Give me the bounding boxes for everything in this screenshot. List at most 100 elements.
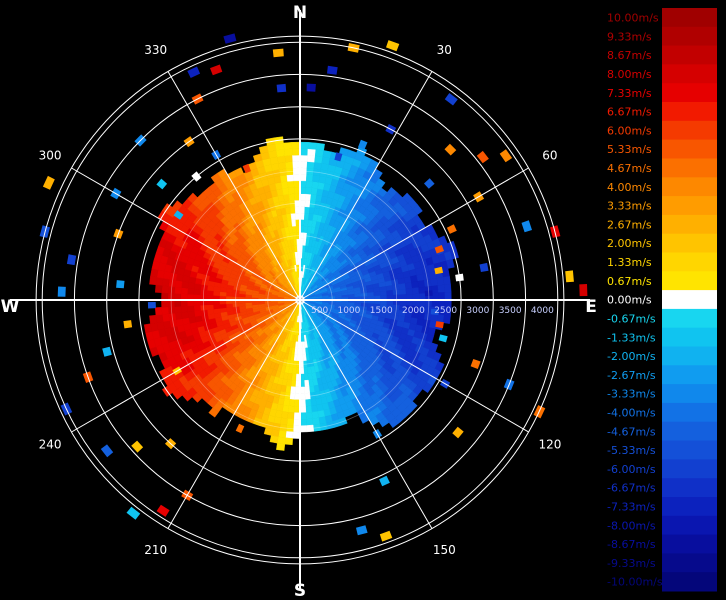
echo-cell <box>313 161 322 170</box>
scatter-cell <box>242 163 251 174</box>
scatter-cell <box>356 525 368 536</box>
scatter-cell <box>126 506 141 520</box>
range-label: 2000 <box>402 306 425 316</box>
echo-cell <box>285 206 292 215</box>
echo-cell <box>206 304 214 311</box>
echo-cell <box>289 206 296 214</box>
echo-cell <box>174 305 182 314</box>
echo-cell <box>307 142 317 150</box>
radar-center-icon <box>294 294 306 306</box>
scatter-cell <box>66 254 77 266</box>
azimuth-line <box>167 299 301 529</box>
echo-cell <box>436 277 445 286</box>
scatter-cell <box>156 504 170 517</box>
echo-cell <box>206 308 215 315</box>
echo-cell <box>161 278 170 287</box>
echo-cell <box>312 174 320 183</box>
echo-cell <box>302 354 307 362</box>
echo-cell <box>149 314 158 324</box>
legend-swatch <box>662 459 717 479</box>
range-labels: 500 1000 1500 2000 2500 3000 3500 4000 <box>311 306 554 316</box>
bearing-label: 210 <box>144 543 167 557</box>
echo-cell <box>287 405 295 413</box>
legend-swatch <box>662 271 717 291</box>
scatter-cell <box>57 286 66 297</box>
legend-label: 3.33m/s <box>607 200 652 213</box>
legend-label: 8.00m/s <box>607 68 652 81</box>
legend-swatch <box>662 327 717 347</box>
scatter-cell <box>334 152 343 162</box>
echo-cell <box>161 285 169 294</box>
echo-cell <box>269 435 279 444</box>
scatter-cell <box>470 359 481 369</box>
echo-cell <box>225 303 233 308</box>
scatter-cell <box>476 150 489 164</box>
scatter-cell <box>434 245 444 254</box>
echo-cell <box>304 193 312 201</box>
scatter-cell <box>379 530 393 542</box>
echo-cell <box>154 307 163 316</box>
echo-cell <box>307 154 316 163</box>
echo-cell <box>161 292 169 301</box>
scatter-cell <box>100 444 114 458</box>
echo-cell <box>303 373 309 381</box>
legend-swatch <box>662 158 717 178</box>
echo-cell <box>411 287 420 295</box>
legend-swatch <box>662 515 717 536</box>
scatter-cell <box>187 66 201 78</box>
legend-label: -6.00m/s <box>607 463 656 476</box>
scatter-cell <box>444 93 458 106</box>
scatter-cell <box>276 83 287 93</box>
echo-cell <box>187 192 198 204</box>
echo-cell <box>412 204 423 216</box>
echo-cell <box>174 280 183 288</box>
echo-cell <box>180 287 189 295</box>
scatter-cell <box>446 224 457 234</box>
azimuth-line <box>167 71 301 301</box>
radar-ppi-plot: 500 1000 1500 2000 2500 3000 3500 4000 3… <box>0 3 597 600</box>
range-label: 2500 <box>434 306 457 316</box>
echo-cell <box>284 437 293 446</box>
echo-cell <box>174 286 182 295</box>
scatter-cell <box>116 280 125 289</box>
legend-label: -1.33m/s <box>607 331 656 344</box>
legend-label: 6.00m/s <box>607 124 652 137</box>
azimuth-line <box>299 299 529 433</box>
scatter-cell <box>131 440 144 453</box>
echo-cell <box>292 225 297 233</box>
scatter-cell <box>430 308 439 315</box>
echo-cell <box>193 304 201 312</box>
echo-cell <box>430 278 439 287</box>
echo-cell <box>154 284 163 293</box>
echo-cell <box>404 282 413 290</box>
echo-cell <box>288 399 296 407</box>
range-label: 1000 <box>337 306 360 316</box>
echo-cell <box>287 180 295 189</box>
echo-cell <box>276 149 286 158</box>
echo-cell <box>172 200 183 212</box>
range-label: 500 <box>311 306 328 316</box>
echo-cell <box>299 141 309 150</box>
echo-cell <box>299 148 309 156</box>
echo-cell <box>437 284 446 293</box>
echo-cell <box>280 417 288 426</box>
legend-swatch <box>662 497 717 517</box>
scatter-cell <box>444 143 457 156</box>
echo-cell <box>187 305 195 313</box>
scatter-cell <box>424 178 435 189</box>
bearing-label: 330 <box>144 43 167 57</box>
legend-label: -2.00m/s <box>607 350 656 363</box>
echo-cell <box>233 167 244 177</box>
echo-cell <box>307 148 317 157</box>
legend-swatches <box>662 8 717 592</box>
legend-swatch <box>662 8 717 28</box>
legend-label: 2.00m/s <box>607 237 652 250</box>
scatter-cell <box>327 65 338 75</box>
legend-swatch <box>662 553 717 573</box>
range-label: 4000 <box>531 306 554 316</box>
scatter-cell <box>379 475 390 487</box>
echo-cell <box>288 193 296 201</box>
scatter-cell <box>452 426 464 439</box>
echo-cell <box>438 292 446 301</box>
echo-cell <box>212 303 221 310</box>
